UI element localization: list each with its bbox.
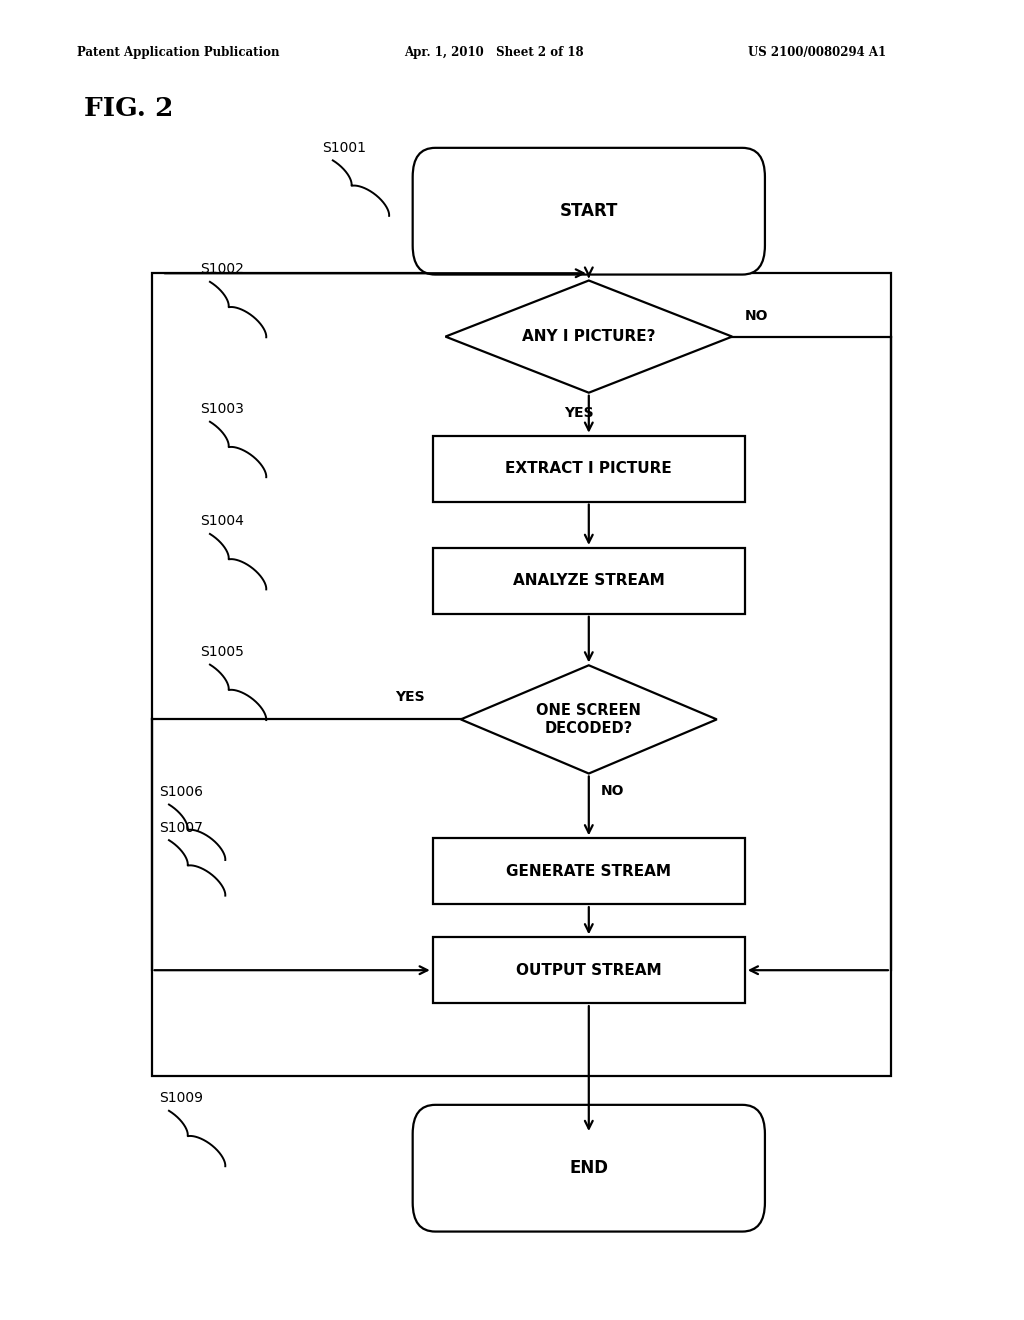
Bar [432,937,745,1003]
Text: S1002: S1002 [200,263,244,276]
Text: ANALYZE STREAM: ANALYZE STREAM [513,573,665,589]
Text: NO: NO [601,784,625,799]
Text: FIG. 2: FIG. 2 [84,96,173,120]
Polygon shape [445,281,732,393]
Bar [432,548,745,614]
Bar [152,273,891,1076]
FancyBboxPatch shape [413,148,765,275]
Polygon shape [461,665,717,774]
Text: Apr. 1, 2010   Sheet 2 of 18: Apr. 1, 2010 Sheet 2 of 18 [404,46,584,59]
Text: S1003: S1003 [200,403,244,416]
Text: S1004: S1004 [200,515,244,528]
Text: OUTPUT STREAM: OUTPUT STREAM [516,962,662,978]
Text: ONE SCREEN
DECODED?: ONE SCREEN DECODED? [537,704,641,735]
Text: US 2100/0080294 A1: US 2100/0080294 A1 [748,46,886,59]
Text: YES: YES [564,407,593,420]
Text: S1006: S1006 [159,785,203,799]
Text: START: START [559,202,618,220]
Bar [432,436,745,502]
Text: NO: NO [744,309,768,323]
Text: GENERATE STREAM: GENERATE STREAM [506,863,672,879]
Text: END: END [569,1159,608,1177]
Bar [432,838,745,904]
FancyBboxPatch shape [413,1105,765,1232]
Text: YES: YES [395,689,425,704]
Text: ANY I PICTURE?: ANY I PICTURE? [522,329,655,345]
Text: S1005: S1005 [200,645,244,659]
Text: Patent Application Publication: Patent Application Publication [77,46,280,59]
Text: S1001: S1001 [323,141,367,154]
Text: EXTRACT I PICTURE: EXTRACT I PICTURE [506,461,672,477]
Text: S1007: S1007 [159,821,203,834]
Text: S1009: S1009 [159,1092,203,1105]
